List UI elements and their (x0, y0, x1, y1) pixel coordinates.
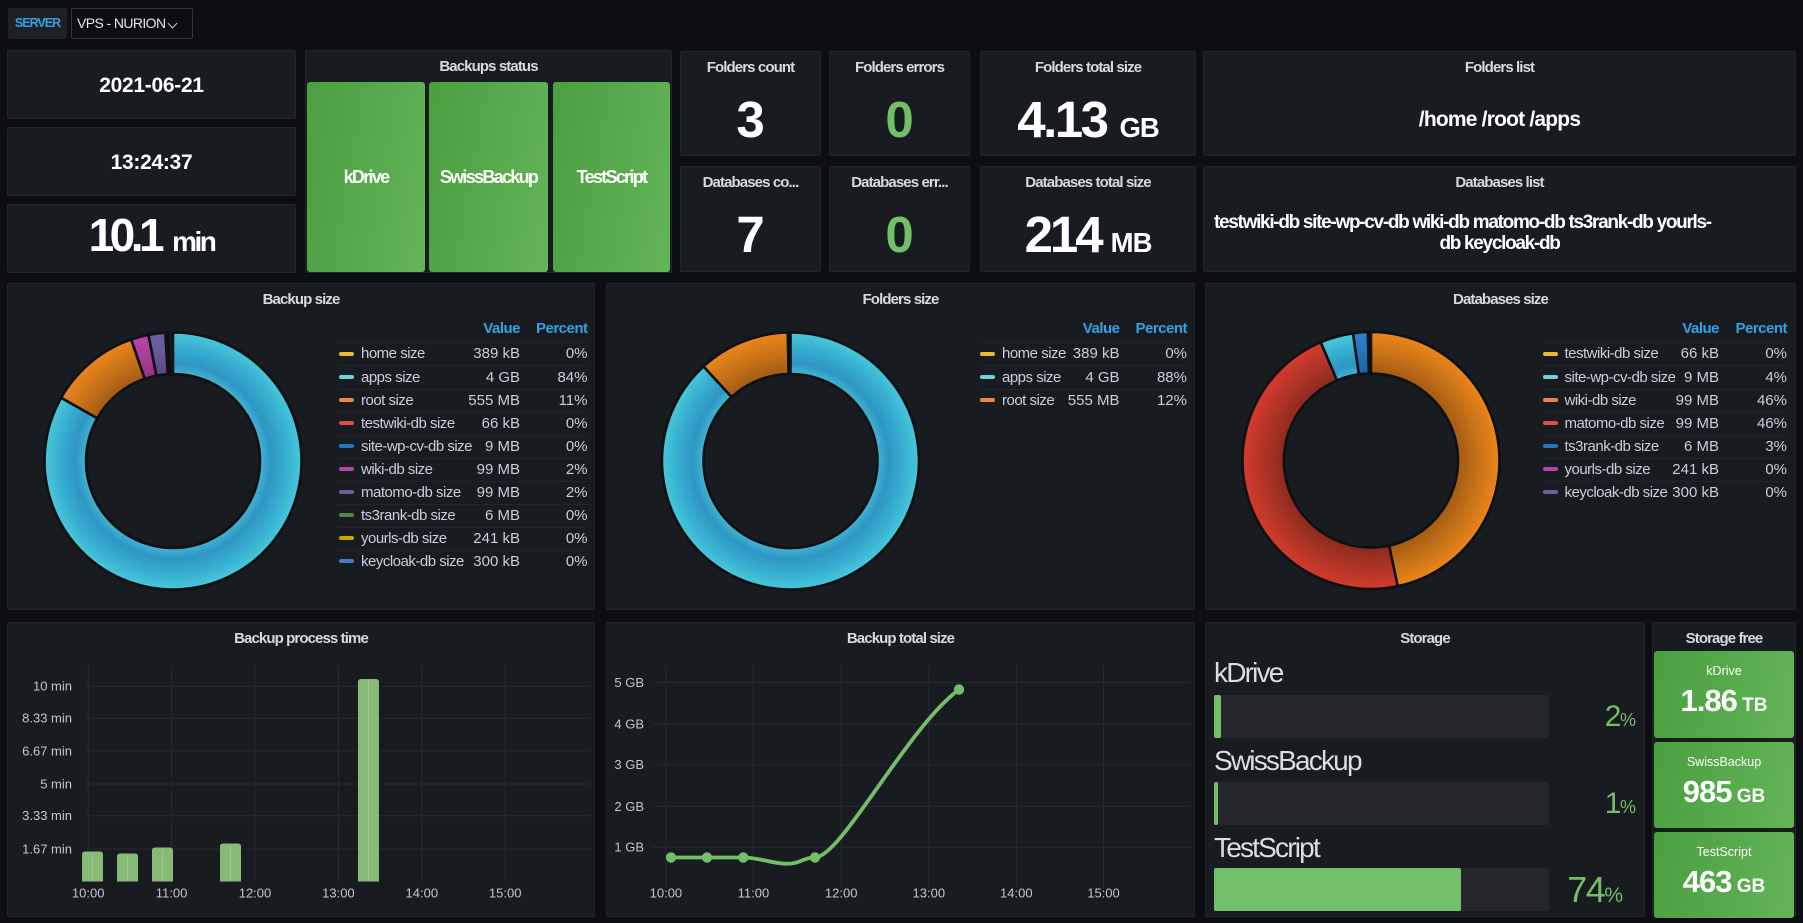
svg-text:13:00: 13:00 (322, 886, 355, 901)
svg-text:3.33 min: 3.33 min (22, 808, 72, 823)
svg-text:15:00: 15:00 (489, 886, 522, 901)
svg-text:8.33 min: 8.33 min (22, 711, 72, 726)
svg-text:3 GB: 3 GB (614, 757, 644, 772)
svg-text:15:00: 15:00 (1087, 886, 1120, 901)
svg-text:4 GB: 4 GB (614, 717, 644, 732)
svg-text:1.67 min: 1.67 min (22, 842, 72, 857)
svg-text:2 GB: 2 GB (614, 799, 644, 814)
svg-text:10:00: 10:00 (650, 886, 683, 901)
svg-text:5 min: 5 min (40, 777, 72, 792)
svg-text:10 min: 10 min (33, 679, 72, 694)
svg-text:13:00: 13:00 (913, 886, 946, 901)
svg-text:12:00: 12:00 (239, 886, 272, 901)
svg-text:5 GB: 5 GB (614, 675, 644, 690)
svg-text:1 GB: 1 GB (614, 840, 644, 855)
svg-text:6.67 min: 6.67 min (22, 743, 72, 758)
svg-text:10:00: 10:00 (72, 886, 105, 901)
svg-text:14:00: 14:00 (406, 886, 439, 901)
svg-text:11:00: 11:00 (738, 886, 770, 901)
svg-text:14:00: 14:00 (1000, 886, 1033, 901)
svg-text:11:00: 11:00 (156, 886, 188, 901)
svg-text:12:00: 12:00 (825, 886, 858, 901)
